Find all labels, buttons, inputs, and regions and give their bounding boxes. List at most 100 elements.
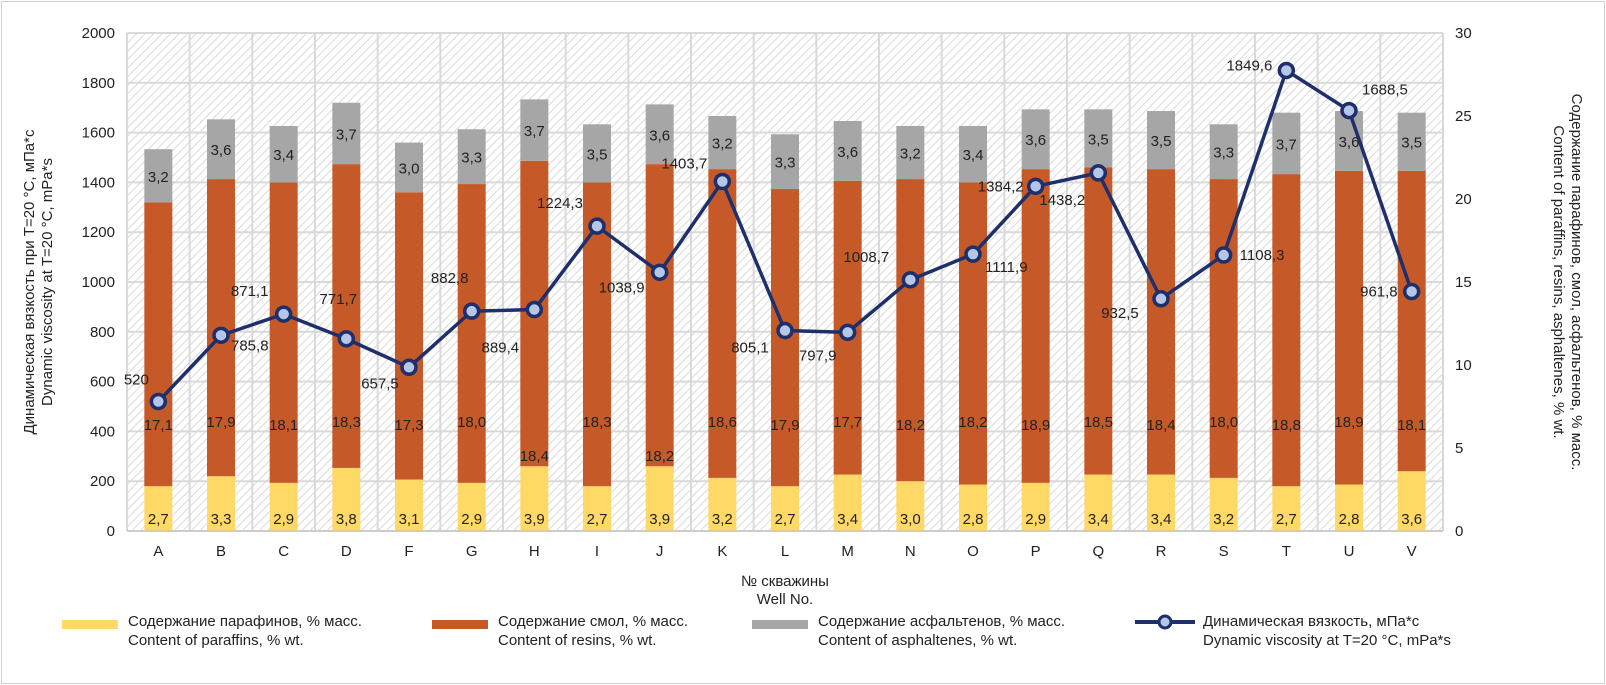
right-axis-title-ru: Содержание парафинов, смол, асфальтенов,… bbox=[1568, 94, 1585, 471]
viscosity-data-label: 520 bbox=[124, 372, 149, 389]
bar-resins bbox=[332, 164, 361, 468]
bar-data-label: 2,7 bbox=[1276, 511, 1297, 528]
x-tick-label: G bbox=[466, 543, 478, 560]
bar-data-label: 3,6 bbox=[1339, 134, 1360, 151]
bar-data-label: 2,7 bbox=[775, 511, 796, 528]
bar-paraffins bbox=[1397, 471, 1426, 531]
x-tick-label: K bbox=[717, 543, 727, 560]
x-tick-label: I bbox=[595, 543, 599, 560]
legend-label-ru: Содержание асфальтенов, % масс. bbox=[818, 613, 1066, 630]
bar-resins bbox=[1147, 169, 1175, 475]
bar-data-label: 3,5 bbox=[1151, 133, 1172, 150]
bar-data-label: 3,7 bbox=[524, 123, 545, 140]
legend-swatch-asphaltenes bbox=[752, 620, 808, 629]
left-tick-label: 200 bbox=[90, 473, 115, 490]
bar-asphaltenes bbox=[771, 134, 799, 190]
viscosity-point bbox=[713, 172, 732, 191]
bar-paraffins bbox=[1272, 486, 1301, 531]
viscosity-data-label: 1224,3 bbox=[537, 195, 583, 212]
bar-paraffins bbox=[959, 484, 987, 531]
bar-resins bbox=[269, 182, 298, 483]
bar-data-label: 3,3 bbox=[461, 150, 482, 167]
bar-resins bbox=[645, 164, 674, 467]
viscosity-data-label: 785,8 bbox=[231, 337, 269, 354]
bar-data-label: 18,4 bbox=[1146, 417, 1175, 434]
bar-data-label: 2,7 bbox=[587, 511, 608, 528]
bar-data-label: 18,1 bbox=[1397, 417, 1426, 434]
viscosity-data-label: 657,5 bbox=[361, 375, 399, 392]
legend-label-en: Content of resins, % wt. bbox=[498, 632, 657, 649]
bar-asphaltenes bbox=[207, 119, 235, 180]
bar-asphaltenes bbox=[457, 129, 486, 185]
bar-asphaltenes bbox=[896, 125, 925, 180]
bar-resins bbox=[959, 182, 987, 485]
viscosity-point bbox=[901, 271, 920, 289]
bar-data-label: 3,4 bbox=[273, 147, 294, 164]
x-tick-label: V bbox=[1407, 543, 1417, 560]
bar-data-label: 3,7 bbox=[336, 126, 357, 143]
bar-asphaltenes bbox=[1084, 109, 1113, 168]
left-axis-title-ru: Динамическая вязкость при T=20 °C, мПа*с bbox=[21, 129, 38, 434]
bar-data-label: 3,6 bbox=[837, 144, 858, 161]
viscosity-data-label: 1403,7 bbox=[661, 155, 707, 172]
x-tick-label: S bbox=[1219, 543, 1229, 560]
x-axis-title-ru: № скважины bbox=[741, 573, 829, 590]
bar-paraffins bbox=[395, 479, 423, 531]
bar-data-label: 3,2 bbox=[148, 169, 169, 186]
right-tick-label: 30 bbox=[1455, 25, 1472, 42]
viscosity-data-label: 771,7 bbox=[320, 291, 358, 308]
bar-data-label: 17,9 bbox=[770, 417, 799, 434]
x-tick-label: L bbox=[781, 543, 789, 560]
bar-resins bbox=[896, 179, 925, 482]
x-tick-label: D bbox=[341, 543, 352, 560]
viscosity-point bbox=[1026, 177, 1045, 196]
x-tick-label: J bbox=[656, 543, 664, 560]
bar-data-label: 18,4 bbox=[520, 448, 549, 465]
left-tick-label: 1600 bbox=[82, 125, 115, 142]
bar-asphaltenes bbox=[708, 116, 737, 170]
bar-data-label: 2,9 bbox=[273, 511, 294, 528]
right-tick-label: 20 bbox=[1455, 191, 1472, 208]
bar-data-label: 3,4 bbox=[1151, 511, 1172, 528]
viscosity-point bbox=[1152, 290, 1170, 308]
viscosity-data-label: 805,1 bbox=[731, 340, 769, 357]
viscosity-data-label: 1111,9 bbox=[985, 259, 1028, 276]
viscosity-point bbox=[462, 302, 481, 320]
bar-data-label: 3,7 bbox=[1276, 136, 1297, 153]
legend-item-paraffins: Содержание парафинов, % масс. Content of … bbox=[62, 612, 362, 650]
bar-data-label: 2,8 bbox=[963, 511, 984, 528]
x-tick-label: B bbox=[216, 543, 226, 560]
x-axis-title-en: Well No. bbox=[757, 591, 813, 608]
bar-asphaltenes bbox=[332, 102, 361, 165]
bar-asphaltenes bbox=[395, 142, 423, 193]
x-tick-label: Q bbox=[1092, 543, 1104, 560]
bar-asphaltenes bbox=[520, 99, 549, 161]
bar-paraffins bbox=[583, 486, 611, 531]
x-tick-label: F bbox=[404, 543, 413, 560]
bar-data-label: 3,3 bbox=[775, 155, 796, 172]
legend-label-ru: Содержание парафинов, % масс. bbox=[128, 613, 362, 630]
legend-label-en: Dynamic viscosity at T=20 °C, mPa*s bbox=[1203, 632, 1451, 649]
viscosity-data-label: 871,1 bbox=[231, 283, 269, 300]
bar-asphaltenes bbox=[1147, 111, 1175, 170]
viscosity-data-label: 889,4 bbox=[482, 340, 520, 357]
viscosity-data-label: 797,9 bbox=[799, 347, 837, 364]
bar-data-label: 18,0 bbox=[1209, 414, 1238, 431]
left-tick-label: 2000 bbox=[82, 25, 115, 42]
viscosity-data-label: 1008,7 bbox=[843, 249, 889, 266]
bar-data-label: 3,5 bbox=[1088, 131, 1109, 148]
bar-asphaltenes bbox=[645, 104, 674, 165]
bar-data-label: 18,3 bbox=[332, 414, 361, 431]
bar-data-label: 18,2 bbox=[896, 417, 925, 434]
bar-resins bbox=[708, 169, 737, 478]
viscosity-data-label: 961,8 bbox=[1360, 284, 1398, 301]
right-tick-label: 0 bbox=[1455, 523, 1463, 540]
legend: Содержание парафинов, % масс. Content of … bbox=[0, 612, 1606, 672]
viscosity-data-label: 1108,3 bbox=[1240, 247, 1285, 264]
x-tick-label: O bbox=[967, 543, 979, 560]
bar-data-label: 3,0 bbox=[900, 511, 921, 528]
bar-data-label: 2,9 bbox=[461, 511, 482, 528]
viscosity-point bbox=[337, 330, 356, 348]
bar-data-label: 18,5 bbox=[1084, 414, 1113, 431]
